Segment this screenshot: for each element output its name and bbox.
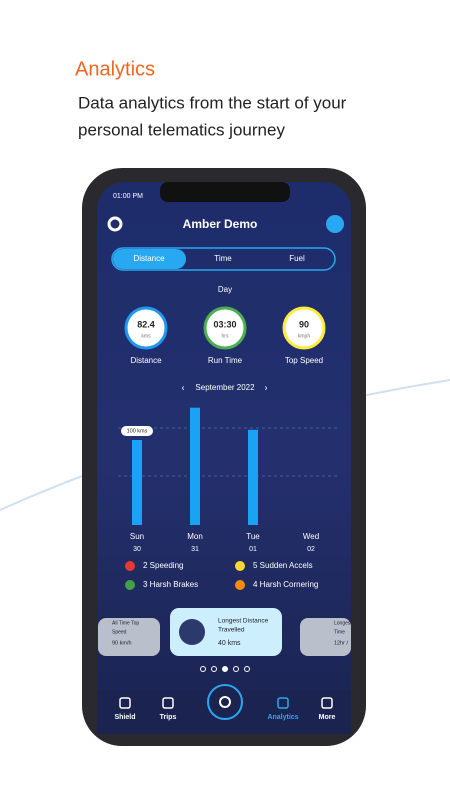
metric-value: 03:30: [213, 319, 236, 329]
settings-icon[interactable]: [107, 216, 123, 232]
metric-ring: [203, 306, 247, 350]
tab[interactable]: Fuel: [289, 254, 305, 263]
pager-dot[interactable]: [211, 666, 217, 672]
card-title: Time: [334, 629, 345, 635]
nav-label[interactable]: Analytics: [267, 714, 298, 721]
event-icon: [235, 561, 245, 571]
card-title: All Time Top: [112, 620, 139, 626]
filter-button[interactable]: [326, 215, 344, 233]
nav-icon[interactable]: [162, 697, 174, 709]
nav-icon[interactable]: [119, 697, 131, 709]
card-title: Speed: [112, 629, 127, 635]
metric-unit: hrs: [222, 333, 229, 339]
pager-dot[interactable]: [244, 666, 250, 672]
event-icon: [235, 580, 245, 590]
event-icon: [125, 580, 135, 590]
nav-label[interactable]: Shield: [114, 714, 135, 721]
prev-month[interactable]: ‹: [182, 382, 185, 392]
card-title: Travelled: [218, 627, 245, 634]
card-active[interactable]: [170, 608, 282, 656]
x-label: Mon: [187, 532, 203, 541]
bar: [132, 440, 142, 525]
nav-label[interactable]: More: [319, 714, 336, 721]
event: 4 Harsh Cornering: [253, 580, 318, 589]
tab[interactable]: Time: [214, 254, 232, 263]
event: 5 Sudden Accels: [253, 561, 313, 570]
center-button[interactable]: [207, 684, 243, 720]
value-label-bg: [121, 426, 153, 436]
event: 3 Harsh Brakes: [143, 580, 198, 589]
month: September 2022: [195, 383, 255, 392]
x-label: Tue: [246, 532, 260, 541]
period: Day: [218, 285, 232, 294]
x-date: 02: [307, 546, 315, 553]
metric-unit: kms: [141, 333, 151, 339]
metric-value: 90: [299, 319, 309, 329]
metric-unit: kmph: [298, 333, 310, 339]
metric-ring: [124, 306, 168, 350]
status-time: 01:00 PM: [113, 193, 143, 200]
pager-dot[interactable]: [233, 666, 239, 672]
event: 2 Speeding: [143, 561, 183, 570]
bar: [190, 407, 200, 525]
value-label: 100 kms: [127, 428, 148, 434]
card-value: 12hr /: [334, 640, 349, 646]
next-month[interactable]: ›: [265, 382, 268, 392]
center-icon: [219, 696, 231, 708]
card-value: 90 km/h: [112, 640, 132, 646]
metric-label: Run Time: [208, 356, 243, 365]
card-title: Longest Distance: [218, 618, 269, 625]
metric-ring: [282, 306, 326, 350]
metric-label: Distance: [130, 356, 162, 365]
subtitle: Data analytics from the start of your: [78, 93, 347, 112]
x-date: 30: [133, 546, 141, 553]
card-title: Longest: [334, 620, 352, 626]
x-label: Sun: [130, 532, 144, 541]
metric-label: Top Speed: [285, 356, 323, 365]
nav-icon[interactable]: [277, 697, 289, 709]
card[interactable]: [300, 618, 351, 656]
x-date: 01: [249, 546, 257, 553]
event-icon: [125, 561, 135, 571]
card-value: 40 kms: [218, 640, 241, 647]
bar: [248, 429, 258, 525]
pager-dot[interactable]: [222, 666, 228, 672]
x-label: Wed: [303, 532, 319, 541]
title: Analytics: [75, 58, 155, 80]
card-icon: [179, 619, 205, 645]
tab-selected: [113, 249, 186, 269]
x-date: 31: [191, 546, 199, 553]
tab[interactable]: Distance: [133, 254, 165, 263]
card[interactable]: [98, 618, 160, 656]
nav-label[interactable]: Trips: [160, 714, 177, 721]
user-name[interactable]: Amber Demo: [183, 217, 258, 231]
subtitle: personal telematics journey: [78, 120, 285, 139]
notch: [160, 182, 290, 202]
pager-dot[interactable]: [200, 666, 206, 672]
nav-icon[interactable]: [321, 697, 333, 709]
metric-value: 82.4: [137, 319, 155, 329]
tab-bar: [111, 247, 336, 271]
